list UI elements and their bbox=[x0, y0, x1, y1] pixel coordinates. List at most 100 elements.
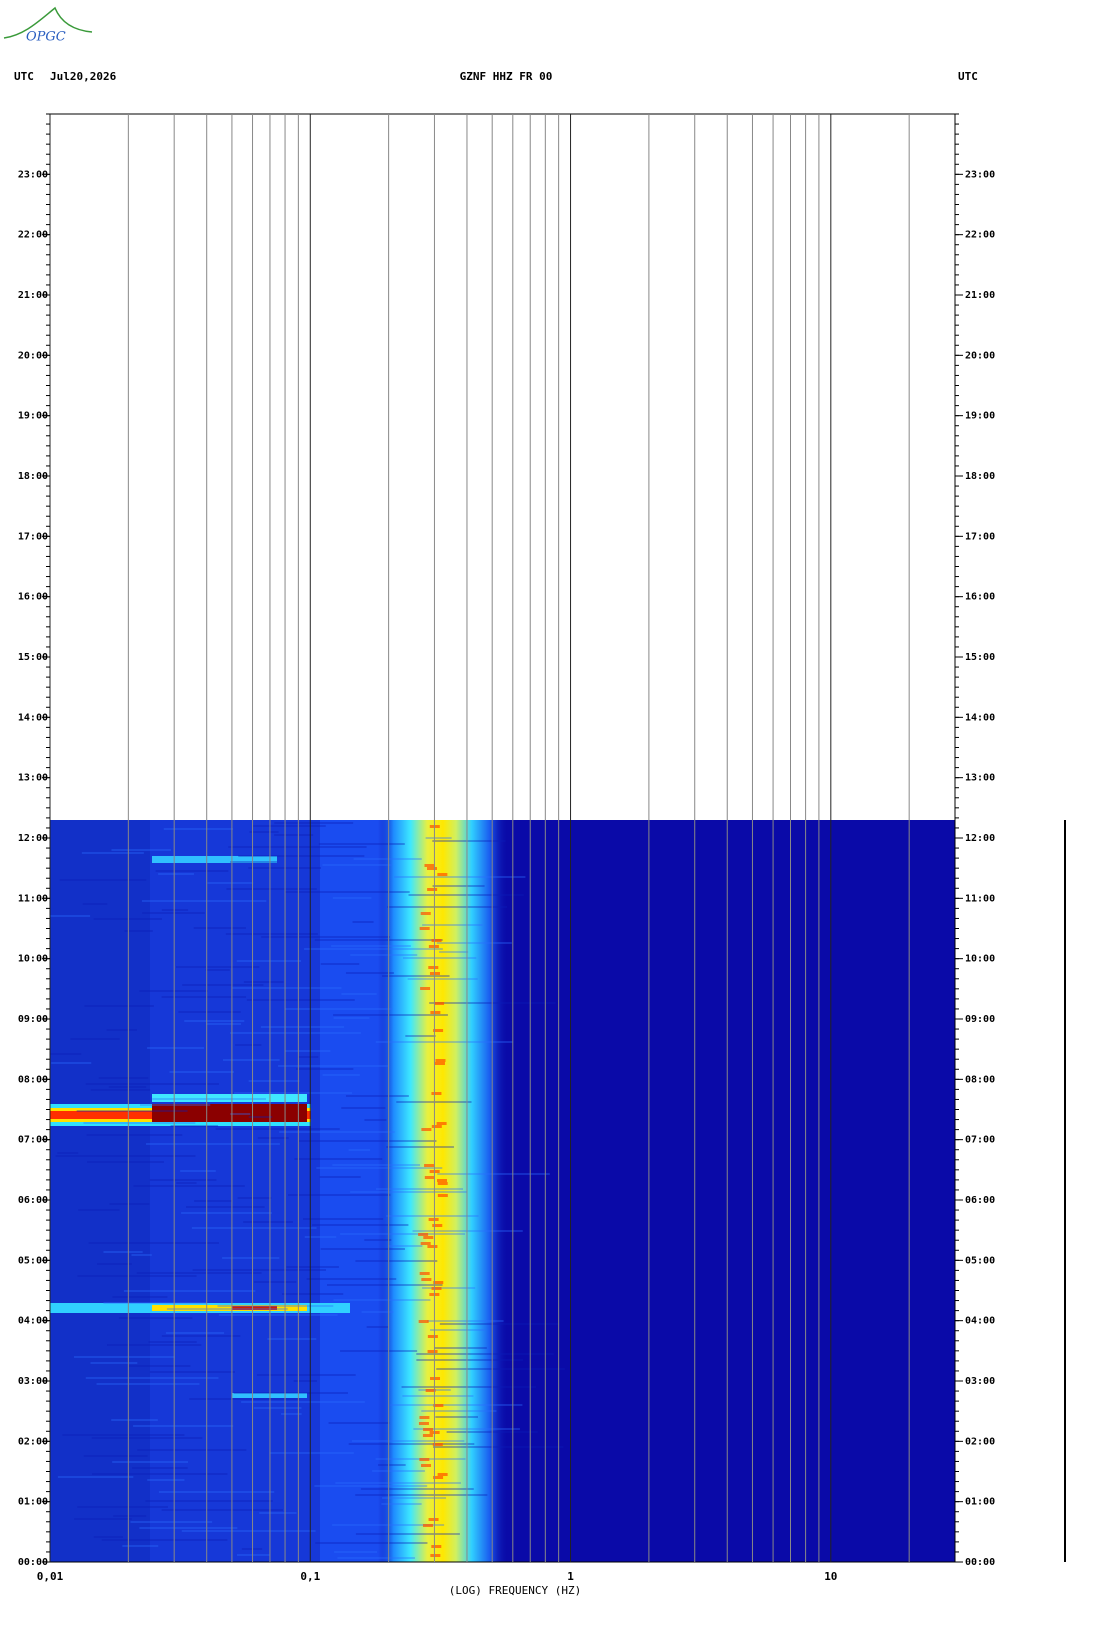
texture bbox=[249, 831, 279, 833]
texture bbox=[107, 1344, 202, 1346]
texture bbox=[161, 996, 247, 998]
texture bbox=[175, 966, 260, 968]
texture bbox=[112, 1461, 189, 1463]
logo-text: OPGC bbox=[26, 30, 66, 45]
texture bbox=[378, 1464, 406, 1466]
texture bbox=[59, 879, 147, 881]
y-tick-label: 19:00 bbox=[965, 411, 995, 422]
texture bbox=[431, 1092, 442, 1095]
texture bbox=[50, 1053, 82, 1055]
texture bbox=[427, 1320, 504, 1322]
texture bbox=[281, 1413, 302, 1415]
y-tick-label: 20:00 bbox=[965, 350, 995, 361]
texture bbox=[62, 1434, 185, 1436]
y-tick-label: 12:00 bbox=[18, 833, 48, 844]
texture bbox=[423, 1428, 434, 1431]
timezone-left: UTC bbox=[14, 70, 34, 83]
texture bbox=[139, 1527, 238, 1529]
texture bbox=[428, 966, 439, 969]
y-tick-label: 22:00 bbox=[18, 230, 48, 241]
texture bbox=[70, 1038, 120, 1040]
texture bbox=[432, 885, 485, 887]
texture bbox=[158, 873, 194, 875]
texture bbox=[85, 1377, 219, 1379]
y-tick-label: 02:00 bbox=[965, 1436, 995, 1447]
texture bbox=[428, 1218, 439, 1221]
texture bbox=[340, 1350, 418, 1352]
texture bbox=[303, 1218, 384, 1220]
texture bbox=[281, 1293, 344, 1295]
texture bbox=[352, 921, 374, 923]
texture bbox=[176, 1182, 197, 1184]
texture bbox=[402, 957, 477, 959]
texture bbox=[434, 1002, 445, 1005]
texture bbox=[434, 1062, 445, 1065]
texture bbox=[433, 1404, 444, 1407]
texture bbox=[269, 1452, 354, 1454]
texture bbox=[341, 993, 377, 995]
texture bbox=[375, 1041, 514, 1043]
texture bbox=[433, 1476, 444, 1479]
texture bbox=[355, 1260, 438, 1262]
texture bbox=[437, 1182, 448, 1185]
y-tick-label: 23:00 bbox=[18, 169, 48, 180]
texture bbox=[141, 900, 267, 902]
texture bbox=[57, 1476, 134, 1478]
y-tick-label: 14:00 bbox=[965, 712, 995, 723]
texture bbox=[238, 855, 365, 857]
texture bbox=[350, 1191, 468, 1193]
y-tick-label: 14:00 bbox=[18, 712, 48, 723]
texture bbox=[90, 1089, 151, 1091]
texture bbox=[437, 1473, 448, 1476]
y-tick-label: 08:00 bbox=[965, 1074, 995, 1085]
texture bbox=[433, 1029, 444, 1032]
texture bbox=[430, 1011, 441, 1014]
texture bbox=[73, 1356, 175, 1358]
texture bbox=[185, 1206, 265, 1208]
texture bbox=[436, 1179, 447, 1182]
texture bbox=[169, 1071, 234, 1073]
texture bbox=[311, 1224, 409, 1226]
y-tick-label: 03:00 bbox=[965, 1376, 995, 1387]
texture bbox=[131, 1254, 152, 1256]
texture bbox=[237, 1197, 272, 1199]
date: Jul20,2026 bbox=[50, 70, 117, 83]
texture bbox=[306, 1278, 397, 1280]
texture bbox=[133, 1185, 245, 1187]
texture bbox=[437, 1194, 448, 1197]
timezone-right: UTC bbox=[958, 70, 978, 83]
texture bbox=[320, 1248, 405, 1250]
texture bbox=[233, 1392, 348, 1394]
texture bbox=[390, 1404, 523, 1406]
texture bbox=[341, 1107, 386, 1109]
texture bbox=[77, 1506, 168, 1508]
y-tick-label: 15:00 bbox=[18, 652, 48, 663]
texture bbox=[420, 987, 431, 990]
texture bbox=[407, 978, 478, 980]
logo: OPGC bbox=[3, 6, 93, 45]
texture bbox=[234, 1092, 353, 1094]
texture bbox=[412, 1230, 523, 1232]
texture bbox=[236, 960, 302, 962]
texture bbox=[318, 843, 405, 845]
texture bbox=[332, 1164, 421, 1166]
texture bbox=[420, 1242, 431, 1245]
texture bbox=[332, 897, 372, 899]
texture bbox=[420, 912, 431, 915]
texture bbox=[360, 1488, 474, 1490]
y-tick-label: 13:00 bbox=[965, 773, 995, 784]
texture bbox=[98, 1077, 149, 1079]
texture bbox=[50, 915, 91, 917]
texture bbox=[106, 1029, 138, 1031]
texture bbox=[431, 939, 442, 942]
y-tick-label: 17:00 bbox=[18, 531, 48, 542]
texture bbox=[387, 906, 507, 908]
texture bbox=[91, 1437, 203, 1439]
texture bbox=[274, 822, 354, 824]
y-tick-label: 06:00 bbox=[965, 1195, 995, 1206]
texture bbox=[430, 1329, 486, 1331]
texture bbox=[103, 1302, 207, 1304]
texture bbox=[436, 942, 512, 944]
texture bbox=[274, 834, 314, 836]
